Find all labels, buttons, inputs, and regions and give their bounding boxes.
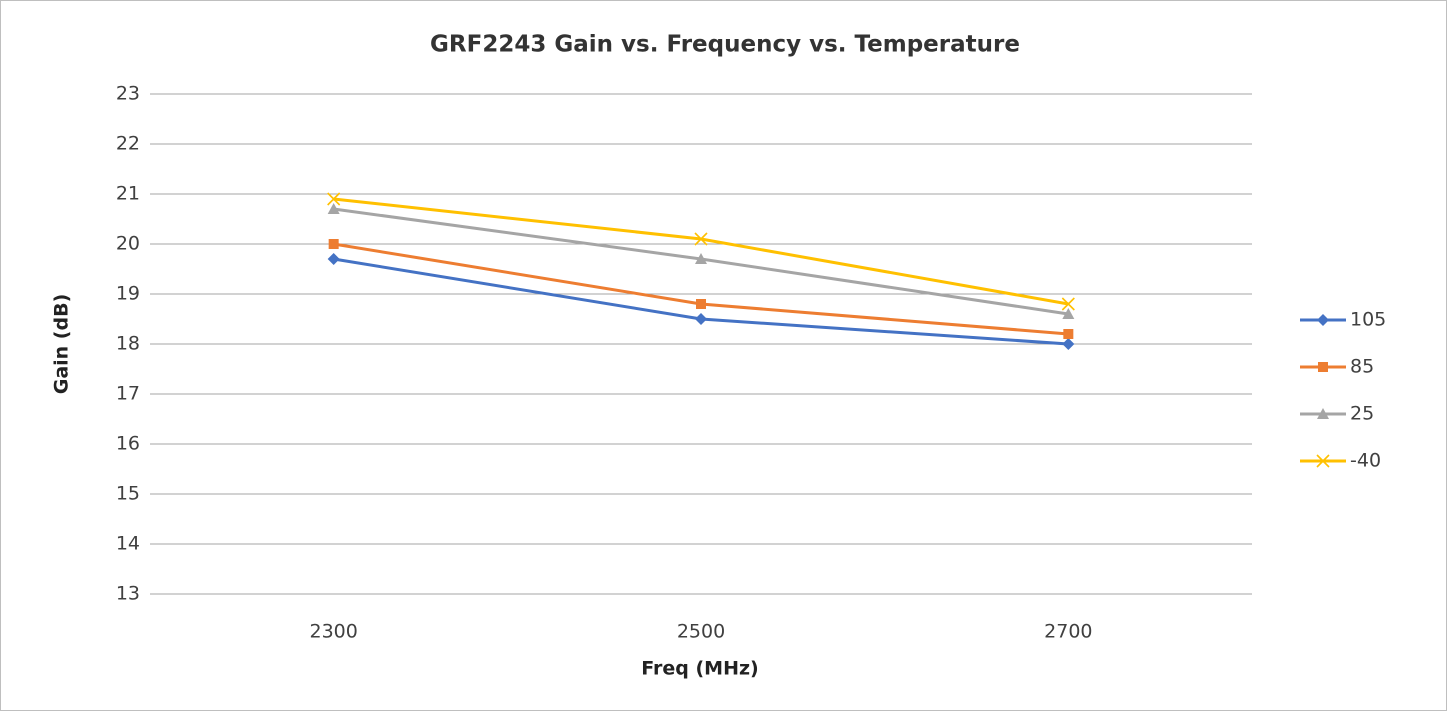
marker — [695, 313, 707, 325]
marker — [327, 192, 341, 206]
y-tick-label: 16 — [116, 433, 140, 455]
marker — [1063, 329, 1074, 339]
y-axis-title: Gain (dB) — [51, 294, 73, 395]
y-tick-label: 18 — [116, 333, 140, 355]
y-tick-label: 17 — [116, 383, 140, 405]
legend-label: 105 — [1350, 309, 1386, 331]
y-tick-label: 23 — [116, 83, 140, 105]
x-axis-title: Freq (MHz) — [641, 658, 758, 680]
y-tick-label: 15 — [116, 483, 140, 505]
marker — [694, 232, 708, 246]
y-tick-label: 20 — [116, 233, 140, 255]
y-tick-label: 13 — [116, 583, 140, 605]
marker — [1061, 297, 1075, 311]
chart-title: GRF2243 Gain vs. Frequency vs. Temperatu… — [430, 32, 1020, 58]
x-tick-label: 2700 — [1044, 621, 1092, 643]
y-tick-label: 19 — [116, 283, 140, 305]
marker — [695, 253, 707, 264]
marker — [1062, 338, 1075, 350]
legend-label: -40 — [1350, 450, 1381, 472]
marker — [1062, 308, 1075, 319]
marker — [327, 253, 340, 265]
x-tick-label: 2300 — [309, 621, 357, 643]
marker — [1316, 454, 1330, 468]
marker — [1317, 314, 1329, 326]
marker — [328, 239, 339, 249]
y-tick-label: 22 — [116, 133, 140, 155]
legend-label: 85 — [1350, 356, 1374, 378]
marker — [1318, 362, 1328, 372]
x-tick-label: 2500 — [677, 621, 725, 643]
y-tick-label: 14 — [116, 533, 140, 555]
legend-label: 25 — [1350, 403, 1374, 425]
marker — [1317, 408, 1329, 419]
y-tick-label: 21 — [116, 183, 140, 205]
marker — [696, 299, 706, 309]
legend: 105 85 25 -40 — [1300, 309, 1386, 472]
marker — [327, 203, 340, 214]
